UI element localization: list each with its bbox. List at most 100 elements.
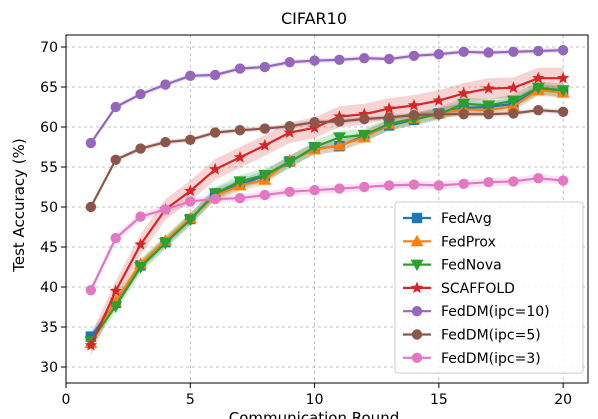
point-feddm-ipc-5 — [160, 137, 171, 148]
band-feddm-ipc-5- — [90, 107, 564, 210]
axes: 0 5 10 15 20 30 35 40 45 50 55 60 65 70 — [40, 34, 589, 408]
series-lines — [84, 45, 570, 351]
point-feddm-ipc-3 — [557, 175, 569, 186]
legend-marker-scaffold — [410, 281, 424, 294]
point-feddm-ipc-5 — [433, 109, 445, 120]
point-feddm-ipc-10 — [383, 53, 395, 65]
point-feddm-ipc-10 — [209, 69, 221, 81]
point-feddm-ipc-5 — [458, 109, 469, 120]
series-feddm-ipc-10 — [85, 45, 569, 149]
point-feddm-ipc-5 — [110, 154, 121, 165]
point-fednova — [109, 301, 123, 313]
point-feddm-ipc-10 — [458, 46, 469, 57]
x-axis-label: Communication Round — [229, 409, 399, 419]
point-scaffold — [109, 284, 122, 297]
point-fednova — [134, 262, 148, 274]
x-tick-label: 0 — [62, 392, 71, 408]
point-feddm-ipc-5 — [408, 109, 420, 121]
point-feddm-ipc-3 — [508, 176, 519, 187]
point-scaffold — [457, 86, 470, 99]
y-tick-label: 55 — [40, 160, 58, 176]
point-feddm-ipc-5 — [334, 116, 345, 127]
point-fednova — [482, 100, 496, 112]
series-feddm-ipc-5 — [85, 105, 569, 213]
y-tick-label: 40 — [40, 280, 58, 296]
x-tick-label: 15 — [430, 392, 448, 408]
point-fednova — [531, 82, 545, 95]
point-feddm-ipc-5 — [85, 201, 97, 213]
point-feddm-ipc-3 — [458, 178, 469, 189]
point-fednova — [357, 130, 371, 142]
point-feddm-ipc-5 — [508, 108, 519, 119]
point-scaffold — [208, 162, 222, 175]
line-fedprox — [89, 89, 564, 344]
point-feddm-ipc-10 — [135, 89, 146, 100]
point-feddm-ipc-10 — [259, 61, 271, 73]
point-feddm-ipc-10 — [359, 53, 370, 64]
point-feddm-ipc-3 — [483, 177, 494, 188]
point-fedprox — [332, 138, 346, 151]
legend-marker-feddm-ipc-10 — [411, 306, 423, 317]
point-fednova — [506, 95, 520, 108]
point-feddm-ipc-5 — [234, 125, 246, 136]
point-feddm-ipc-10 — [433, 49, 445, 60]
point-feddm-ipc-3 — [383, 180, 395, 191]
point-feddm-ipc-10 — [284, 57, 295, 68]
point-feddm-ipc-10 — [234, 63, 246, 74]
y-tick-label: 30 — [40, 360, 58, 376]
point-fednova — [457, 98, 471, 111]
point-fednova — [158, 238, 172, 250]
legend-label-feddm-ipc-5: FedDM(ipc=5) — [441, 328, 541, 344]
y-tick-label: 70 — [40, 40, 58, 56]
legend-marker-fedprox — [410, 234, 424, 247]
legend: FedAvg FedProx FedNova SCAFFOLD FedDM(ipc=10… — [394, 201, 584, 374]
point-feddm-ipc-5 — [185, 134, 196, 145]
point-scaffold — [507, 81, 520, 94]
point-feddm-ipc-5 — [309, 117, 320, 128]
point-feddm-ipc-3 — [334, 183, 345, 194]
point-scaffold — [432, 94, 446, 106]
point-feddm-ipc-10 — [110, 101, 121, 113]
point-scaffold — [333, 110, 346, 122]
x-tick-label: 5 — [186, 392, 195, 408]
legend-marker-feddm-ipc-5 — [411, 329, 423, 340]
point-fednova — [382, 118, 396, 131]
x-tick-label: 20 — [554, 392, 572, 408]
point-feddm-ipc-10 — [309, 55, 320, 66]
point-feddm-ipc-10 — [533, 45, 544, 57]
point-feddm-ipc-5 — [209, 127, 221, 138]
legend-marker-feddm-ipc-3 — [411, 352, 423, 363]
point-scaffold — [233, 150, 247, 163]
y-tick-label: 65 — [40, 80, 58, 96]
point-feddm-ipc-3 — [135, 211, 146, 222]
legend-box — [394, 201, 584, 374]
y-tick-label: 35 — [40, 320, 58, 336]
point-scaffold — [532, 71, 545, 84]
legend-marker-fednova — [410, 259, 424, 272]
point-scaffold — [556, 71, 570, 84]
legend-label-feddm-ipc-3: FedDM(ipc=3) — [441, 351, 541, 367]
point-feddm-ipc-3 — [209, 193, 221, 205]
point-feddm-ipc-3 — [234, 193, 246, 204]
point-feddm-ipc-5 — [383, 112, 395, 123]
point-feddm-ipc-10 — [408, 50, 420, 61]
point-feddm-ipc-5 — [533, 105, 544, 116]
point-feddm-ipc-5 — [483, 109, 494, 120]
point-scaffold — [358, 107, 371, 120]
point-fednova — [308, 142, 322, 154]
point-feddm-ipc-10 — [334, 54, 345, 65]
legend-label-fednova: FedNova — [441, 258, 502, 274]
point-scaffold — [84, 338, 98, 351]
point-feddm-ipc-10 — [508, 46, 519, 57]
point-scaffold — [184, 184, 197, 197]
point-fednova — [283, 157, 297, 169]
point-scaffold — [407, 98, 421, 111]
legend-label-scaffold: SCAFFOLD — [441, 281, 515, 297]
point-scaffold — [283, 126, 296, 138]
point-feddm-ipc-5 — [284, 121, 295, 132]
point-scaffold — [382, 102, 396, 114]
legend-marker-fedavg — [411, 212, 423, 224]
x-tick-label: 10 — [306, 392, 324, 408]
point-feddm-ipc-3 — [284, 186, 295, 197]
